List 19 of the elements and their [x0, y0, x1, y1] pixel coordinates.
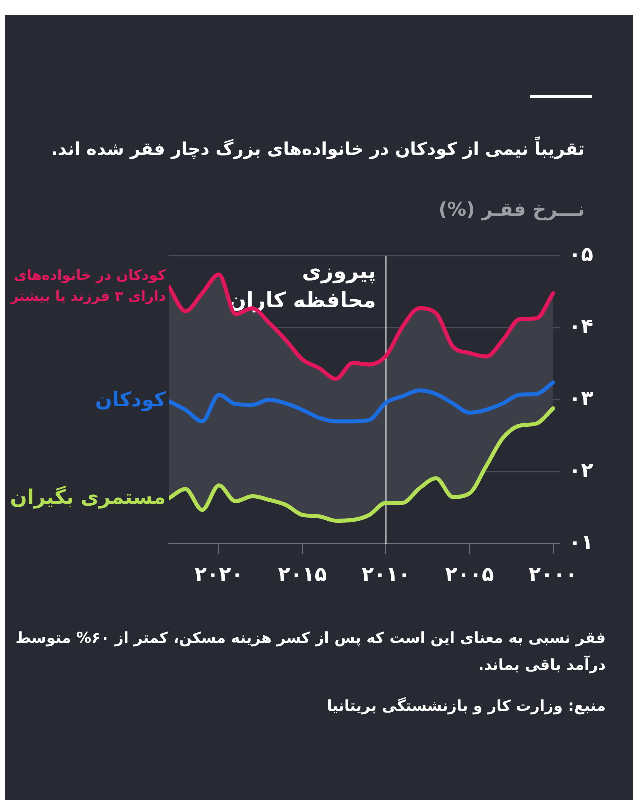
- x-tick-label: ۲۰۱۰: [362, 562, 411, 586]
- y-tick-label: ۰۲: [569, 458, 594, 482]
- y-tick-label: ۰۳: [569, 386, 594, 410]
- y-tick-label: ۰۴: [569, 314, 594, 338]
- x-tick-label: ۲۰۱۵: [278, 562, 328, 586]
- text: فقر نسبی به معنای این است که پس از کسر هزینه مسکن، کمتر از ۶۰% متوسط درآمد باقی بماند.: [14, 628, 606, 676]
- y-tick-label: ۰۵: [569, 242, 594, 266]
- series-label: کودکان: [95, 388, 166, 412]
- x-tick-label: ۲۰۰۵: [445, 562, 494, 586]
- line-series: [169, 380, 556, 424]
- series-label: مستمری بگیران: [10, 484, 166, 509]
- line-series: [169, 406, 556, 523]
- chart-title: تقریباً نیمی از کودکان در خانواده‌های بزرگ دچار فقر شده اند.: [50, 137, 585, 162]
- text: منبع: وزارت کار و بازنشستگی بریتانیا: [326, 696, 606, 717]
- y-tick-label: ۰۱: [569, 530, 594, 554]
- y-axis-title: نـــرخ فقـر (%): [438, 199, 585, 221]
- series-label: کودکان در خانواده‌های دارای ۳ فرزند یا بیشتر: [10, 268, 167, 306]
- x-tick-label: ۲۰۰۰: [528, 562, 578, 586]
- x-tick-label: ۲۰۲۰: [194, 562, 244, 586]
